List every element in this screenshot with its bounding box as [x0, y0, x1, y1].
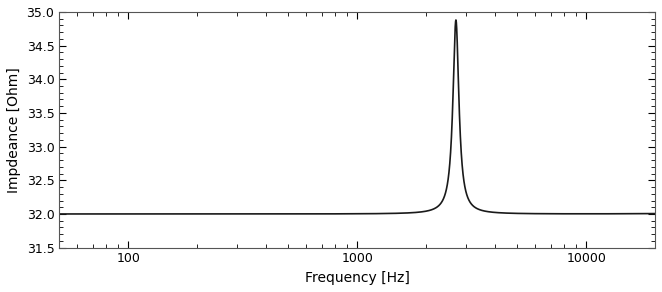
Y-axis label: Impdeance [Ohm]: Impdeance [Ohm] — [7, 67, 21, 193]
X-axis label: Frequency [Hz]: Frequency [Hz] — [305, 271, 410, 285]
